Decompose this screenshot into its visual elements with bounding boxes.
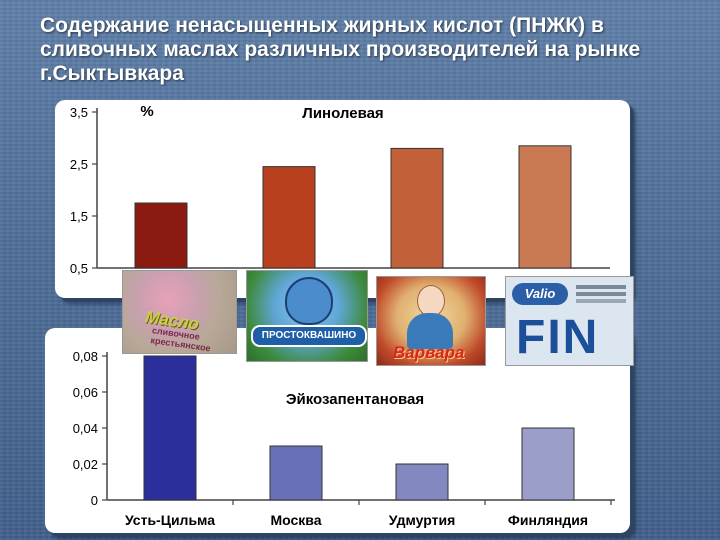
y-tick-label: 3,5 [70, 105, 88, 120]
bar-Удмуртия [390, 147, 444, 269]
cat-mascot-icon [285, 277, 333, 325]
logo-varvara-text: Варвара [393, 343, 465, 362]
bar-Усть-Цильма [143, 355, 197, 501]
chart-title: Линолевая [302, 105, 383, 122]
bar-Удмуртия [395, 463, 449, 501]
logo-varvara: Варвара [376, 276, 486, 366]
logo-prostokvashino-text: ПРОСТОКВАШИНО [251, 325, 367, 347]
y-tick-label: 0,08 [73, 349, 98, 364]
bar-Финляндия [518, 145, 572, 269]
chart-linoleic: 3,5 2,5 1,5 0,5 Линолевая% [70, 103, 610, 276]
logo-valio-fineprint [576, 285, 626, 289]
logo-valio-brand: Valio [512, 283, 568, 305]
logo-valio: Valio FIN [505, 276, 634, 366]
chart-eicosapentaenoic: 0,08 0,06 0,04 0,02 0 Усть-Цильма Москва Удмурт… [73, 349, 615, 528]
y-tick-label: 1,5 [70, 209, 88, 224]
y-axis-label: % [140, 103, 153, 120]
logo-valio-fin-text: FIN [516, 311, 600, 364]
chart-title: Эйкозапентановая [286, 391, 424, 408]
y-tick-label: 0,02 [73, 457, 98, 472]
bar-Финляндия [521, 427, 575, 501]
logo-prostokvashino: ПРОСТОКВАШИНО [246, 270, 368, 362]
bar-Усть-Цильма [134, 202, 188, 269]
x-tick-label: Москва [270, 512, 321, 528]
y-tick-label: 0 [91, 493, 98, 508]
chart-panel-linoleic: 3,5 2,5 1,5 0,5 Линолевая% [55, 100, 630, 298]
slide-title: Содержание ненасыщенных жирных кислот (П… [40, 14, 641, 85]
x-tick-label: Усть-Цильма [125, 512, 215, 528]
bar-Москва [262, 166, 316, 269]
bar-Москва [269, 445, 323, 501]
y-tick-label: 0,06 [73, 385, 98, 400]
y-tick-label: 0,04 [73, 421, 98, 436]
y-tick-label: 0,5 [70, 261, 88, 276]
logo-maslo-krestyanskoe: Масло сливочное крестьянское [122, 270, 237, 354]
girl-dress-icon [407, 313, 453, 349]
y-tick-label: 2,5 [70, 157, 88, 172]
x-tick-label: Финляндия [508, 512, 588, 528]
x-tick-label: Удмуртия [389, 512, 456, 528]
